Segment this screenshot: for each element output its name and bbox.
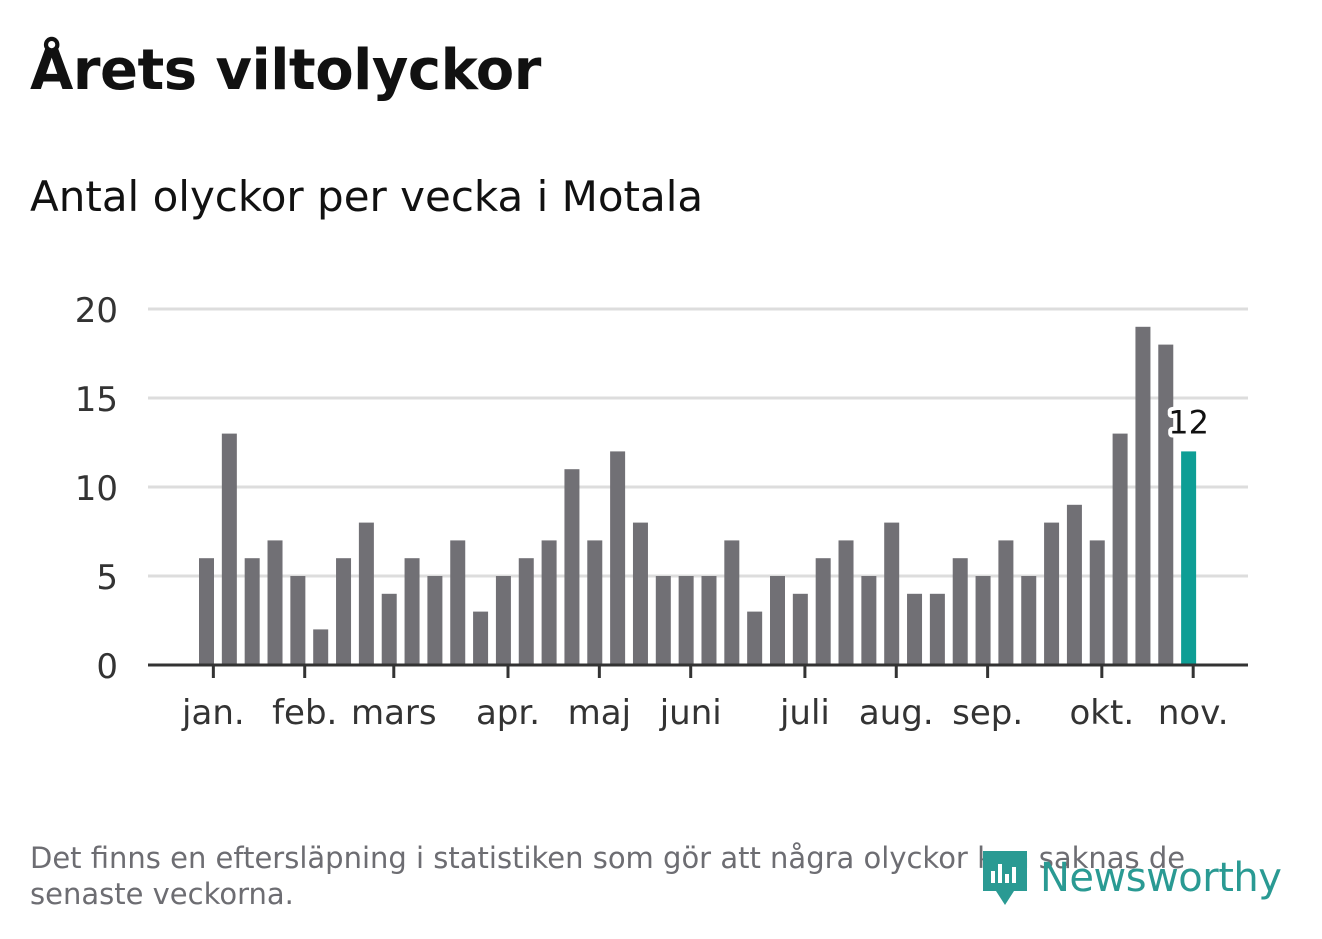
bar (815, 558, 831, 665)
bar (1066, 504, 1082, 665)
bar (541, 540, 557, 665)
bar (655, 576, 671, 665)
x-tick-label: sep. (952, 693, 1023, 733)
bar (861, 576, 877, 665)
x-tick-label: juni (659, 693, 722, 733)
data-labels: 12 (1164, 399, 1213, 445)
bar (587, 540, 603, 665)
x-axis: jan. feb. mars apr. maj juni juli aug. sep. okt. n… (148, 663, 1248, 733)
bar (450, 540, 466, 665)
bar (1135, 326, 1151, 665)
bar (678, 576, 694, 665)
x-tick-label: juli (779, 693, 830, 733)
bar (473, 611, 489, 665)
bar (404, 558, 420, 665)
bars (199, 326, 1197, 665)
bar (724, 540, 740, 665)
bar (1021, 576, 1037, 665)
brand: Newsworthy (980, 846, 1282, 910)
bar (792, 593, 808, 665)
bar (701, 576, 717, 665)
x-tick-label: apr. (476, 693, 540, 733)
y-tick-label: 15 (75, 380, 118, 420)
bar (975, 576, 991, 665)
x-tick-label: okt. (1070, 693, 1135, 733)
gridlines (148, 307, 1248, 578)
bar (747, 611, 763, 665)
bar (1158, 344, 1174, 665)
x-tick-label: maj (568, 693, 631, 733)
bar (290, 576, 306, 665)
y-tick-label: 5 (96, 558, 118, 598)
y-tick-label: 10 (75, 469, 118, 509)
bar (358, 522, 374, 665)
x-tick-label: nov. (1158, 693, 1229, 733)
bar (336, 558, 352, 665)
bar (564, 469, 580, 665)
bar (427, 576, 443, 665)
y-tick-label: 0 (96, 647, 118, 687)
bar (610, 451, 626, 665)
bar (267, 540, 283, 665)
bar (838, 540, 854, 665)
bar (1112, 433, 1128, 665)
bar (998, 540, 1014, 665)
bar (381, 593, 397, 665)
bar (495, 576, 511, 665)
bar (1089, 540, 1105, 665)
y-axis-ticks: 0 5 10 15 20 (75, 291, 118, 687)
bar (244, 558, 260, 665)
bar (632, 522, 648, 665)
chart-title: Årets viltolyckor (30, 38, 541, 103)
bar (518, 558, 534, 665)
y-tick-label: 20 (75, 291, 118, 331)
data-label-highlighted: 12 (1168, 403, 1209, 441)
chart-subtitle: Antal olyckor per vecka i Motala (30, 172, 704, 221)
bar (221, 433, 237, 665)
bar-highlighted (1181, 451, 1197, 665)
x-tick-label: feb. (272, 693, 337, 733)
x-tick-label: mars (351, 693, 437, 733)
bar (313, 629, 329, 665)
bar (952, 558, 968, 665)
bar-chart: 0 5 10 15 20 jan. feb. mars apr. maj juni juli aug.… (75, 291, 1248, 733)
bar (929, 593, 945, 665)
bar (1044, 522, 1060, 665)
bar (770, 576, 785, 665)
newsworthy-logo-icon (983, 851, 1027, 905)
bar (907, 593, 923, 665)
x-tick-label: jan. (181, 693, 245, 733)
brand-name: Newsworthy (1040, 855, 1282, 901)
x-tick-label: aug. (859, 693, 934, 733)
bar (199, 558, 214, 665)
bar (884, 522, 900, 665)
